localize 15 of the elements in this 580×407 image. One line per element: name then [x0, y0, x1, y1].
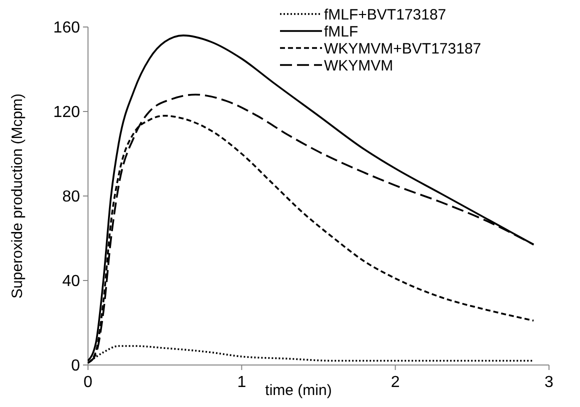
x-axis-title: time (min): [265, 382, 332, 399]
x-tick-label: 1: [237, 374, 246, 391]
y-tick-label: 80: [62, 188, 80, 206]
legend-label: fMLF: [324, 23, 358, 40]
y-tick-label: 160: [53, 20, 80, 37]
legend-label: WKYMVM+BVT173187: [324, 40, 482, 58]
x-tick-label: 3: [544, 374, 554, 391]
legend-label: fMLF+BVT173187: [324, 6, 446, 24]
y-tick-label: 120: [53, 104, 80, 122]
y-tick-label: 40: [62, 273, 80, 290]
legend-label: WKYMVM: [324, 57, 394, 74]
y-axis-title: Superoxide production (Mcpm): [9, 93, 26, 299]
x-tick-label: 2: [390, 374, 400, 391]
x-tick-label: 0: [84, 374, 93, 391]
y-tick-label: 0: [71, 358, 80, 375]
